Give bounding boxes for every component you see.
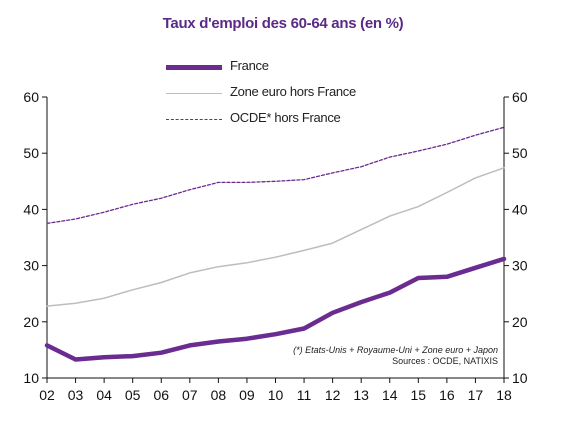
x-tick-label: 15 [411, 387, 427, 403]
chart-title: Taux d'emploi des 60-64 ans (en %) [162, 15, 404, 32]
y-tick-label-left: 10 [23, 370, 39, 386]
series-line-zone-euro-hors-france [46, 167, 505, 307]
x-tick-label: 04 [96, 387, 112, 403]
series-line-ocde-hors-france [46, 126, 505, 225]
y-tick-label-left: 50 [23, 145, 39, 161]
x-tick-label: 06 [153, 387, 169, 403]
x-tick-label: 03 [68, 387, 84, 403]
y-tick-label-left: 20 [23, 314, 39, 330]
legend-label-ocde: OCDE* hors France [230, 110, 341, 125]
x-tick-label: 07 [182, 387, 198, 403]
sources-text: Sources : OCDE, NATIXIS [392, 356, 498, 366]
x-tick-label: 11 [297, 387, 312, 403]
x-tick-label: 14 [382, 387, 398, 403]
x-tick-label: 13 [353, 387, 369, 403]
legend-label-zone-euro: Zone euro hors France [230, 84, 356, 99]
y-tick-label-right: 30 [512, 258, 528, 274]
series-line-france [44, 256, 507, 362]
chart-footnote: (*) Etats-Unis + Royaume-Uni + Zone euro… [293, 345, 498, 367]
y-tick-label-right: 10 [512, 370, 528, 386]
x-tick-label: 16 [439, 387, 455, 403]
y-tick-label-left: 60 [23, 89, 39, 105]
x-tick-label: 05 [125, 387, 141, 403]
x-tick-label: 18 [496, 387, 512, 403]
y-tick-label-right: 40 [512, 201, 528, 217]
chart-series-layer [44, 126, 507, 362]
y-tick-label-left: 30 [23, 258, 39, 274]
x-tick-label: 10 [268, 387, 284, 403]
y-tick-label-right: 60 [512, 89, 528, 105]
legend-swatch-zone-euro [166, 93, 222, 94]
legend-label-france: France [230, 58, 269, 73]
x-tick-label: 09 [239, 387, 255, 403]
legend-swatch-france [166, 65, 222, 70]
x-tick-label: 08 [211, 387, 227, 403]
legend-swatch-ocde [166, 119, 222, 120]
chart-tick-labels: 10 10 20 20 30 30 40 40 50 50 60 60 02 03 04 05 06 07 08 09… [23, 89, 527, 403]
footnote-text: (*) Etats-Unis + Royaume-Uni + Zone euro… [293, 345, 498, 355]
x-tick-label: 02 [39, 387, 55, 403]
chart-axes [42, 96, 509, 383]
x-tick-label: 12 [325, 387, 341, 403]
x-tick-label: 17 [468, 387, 484, 403]
y-tick-label-left: 40 [23, 201, 39, 217]
y-tick-label-right: 20 [512, 314, 528, 330]
y-tick-label-right: 50 [512, 145, 528, 161]
